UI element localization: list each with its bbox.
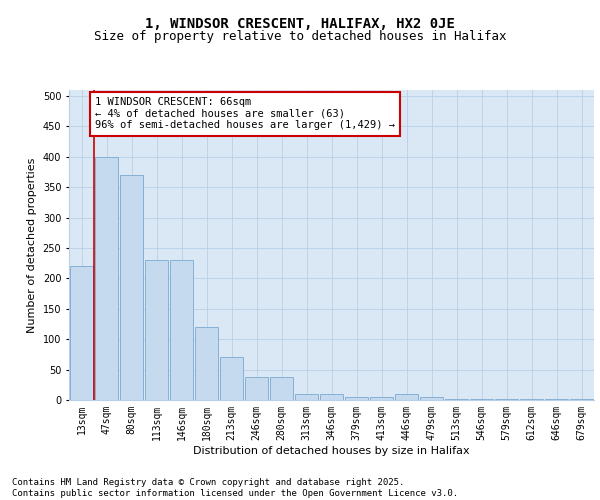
Bar bbox=[145, 260, 168, 400]
X-axis label: Distribution of detached houses by size in Halifax: Distribution of detached houses by size … bbox=[193, 446, 470, 456]
Bar bbox=[70, 266, 93, 400]
Text: 1 WINDSOR CRESCENT: 66sqm
← 4% of detached houses are smaller (63)
96% of semi-d: 1 WINDSOR CRESCENT: 66sqm ← 4% of detach… bbox=[95, 98, 395, 130]
Text: Contains HM Land Registry data © Crown copyright and database right 2025.
Contai: Contains HM Land Registry data © Crown c… bbox=[12, 478, 458, 498]
Bar bbox=[120, 175, 143, 400]
Bar bbox=[345, 397, 368, 400]
Bar bbox=[395, 394, 418, 400]
Bar bbox=[295, 394, 318, 400]
Bar bbox=[95, 157, 118, 400]
Bar bbox=[470, 399, 493, 400]
Bar bbox=[170, 260, 193, 400]
Bar bbox=[420, 397, 443, 400]
Bar bbox=[245, 377, 268, 400]
Bar bbox=[320, 394, 343, 400]
Bar bbox=[495, 399, 518, 400]
Bar bbox=[220, 358, 243, 400]
Bar bbox=[195, 327, 218, 400]
Text: 1, WINDSOR CRESCENT, HALIFAX, HX2 0JE: 1, WINDSOR CRESCENT, HALIFAX, HX2 0JE bbox=[145, 18, 455, 32]
Bar bbox=[270, 377, 293, 400]
Y-axis label: Number of detached properties: Number of detached properties bbox=[27, 158, 37, 332]
Text: Size of property relative to detached houses in Halifax: Size of property relative to detached ho… bbox=[94, 30, 506, 43]
Bar bbox=[370, 397, 393, 400]
Bar bbox=[445, 399, 468, 400]
